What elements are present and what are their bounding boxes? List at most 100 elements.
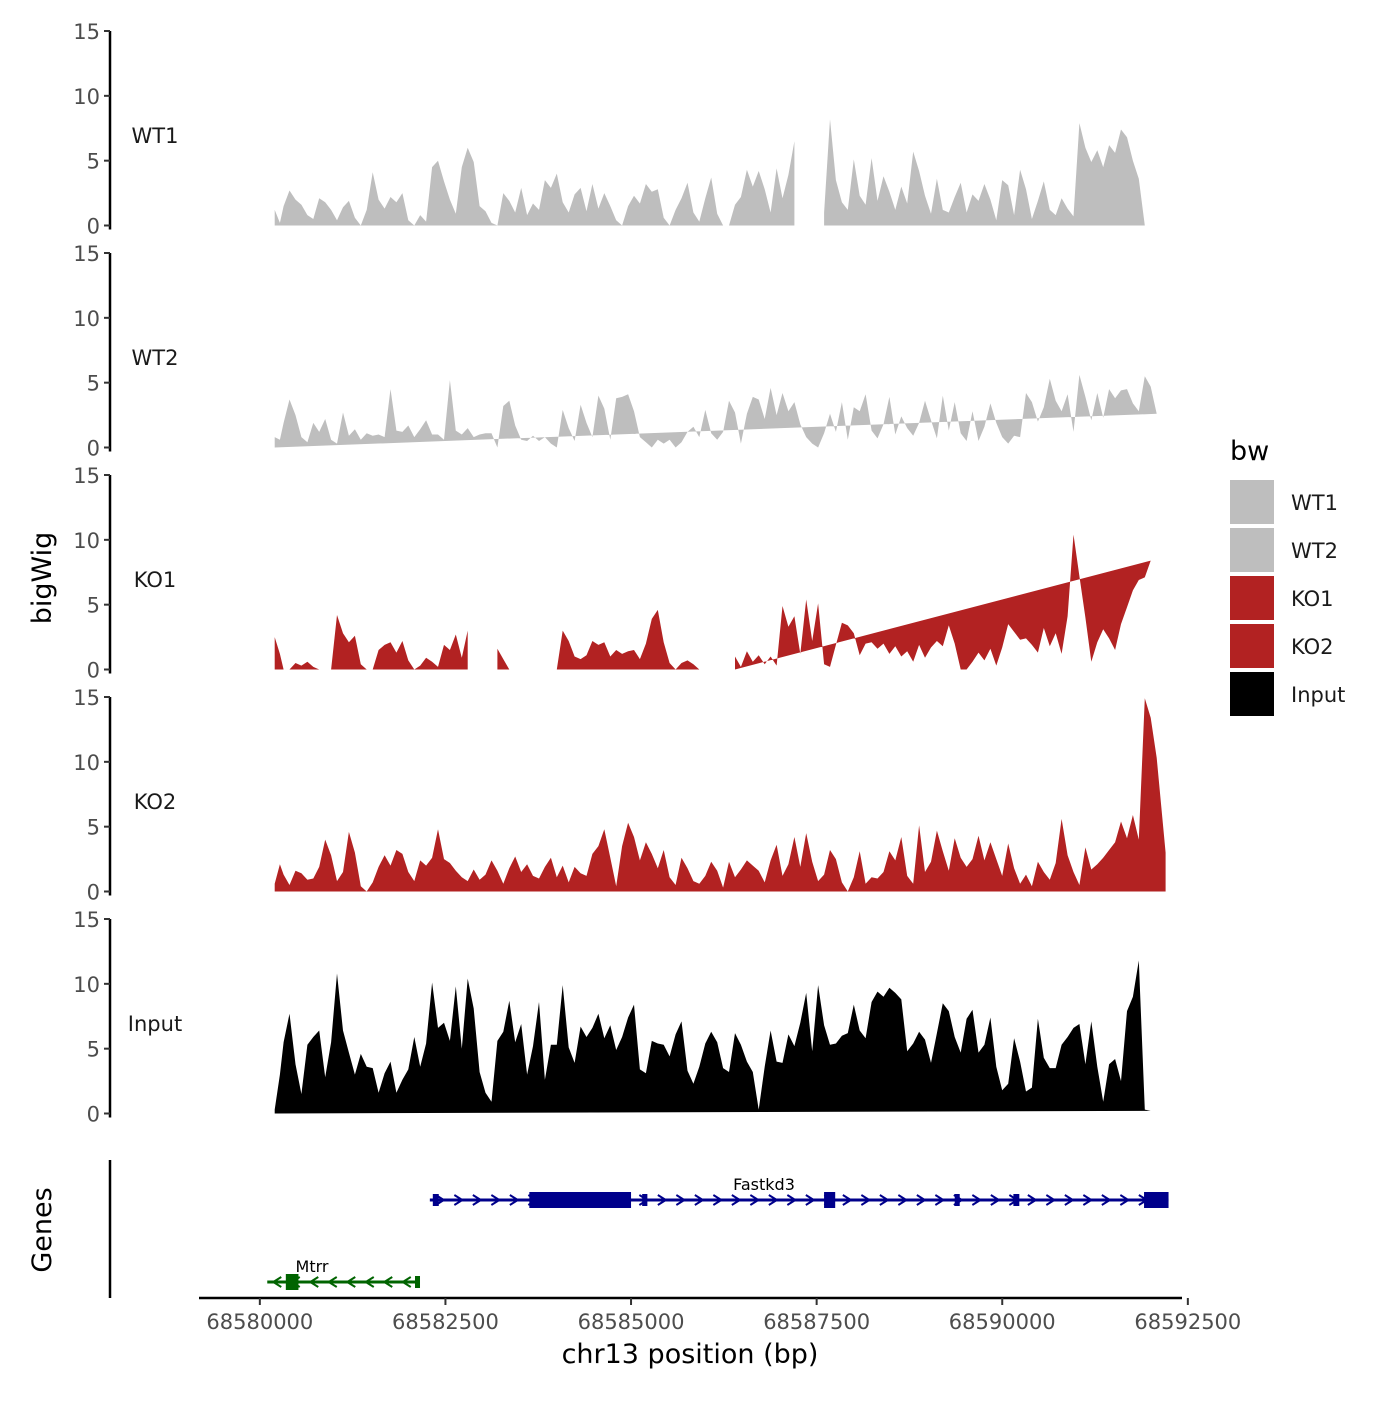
y-tick-label: 10 [73, 973, 100, 997]
strand-arrow [1064, 1194, 1075, 1206]
y-tick-label: 5 [87, 1038, 100, 1062]
y-tick-label: 5 [87, 594, 100, 618]
strand-arrow [1119, 1194, 1131, 1206]
track-label: Input [128, 1012, 182, 1036]
strand-arrow [731, 1194, 742, 1206]
y-tick-label: 0 [87, 1103, 100, 1127]
gene-exon [1013, 1194, 1020, 1206]
strand-arrow [345, 1276, 356, 1288]
strand-arrow [786, 1194, 798, 1206]
strand-arrow [400, 1276, 412, 1288]
strand-arrow [897, 1194, 909, 1206]
strand-arrow [971, 1194, 983, 1206]
y-tick-label: 0 [87, 215, 100, 239]
strand-arrow [1101, 1194, 1112, 1206]
track-ko2: 0 5 10 15 KO2 [73, 686, 1166, 905]
y-axis-label: bigWig [27, 532, 58, 625]
y-tick-label: 5 [87, 372, 100, 396]
strand-arrow [382, 1276, 393, 1288]
track-area-input [274, 960, 1151, 1114]
y-tick-label: 15 [73, 908, 100, 932]
strand-arrow [768, 1194, 779, 1206]
gene-fastkd3: Fastkd3 [429, 1175, 1169, 1208]
strand-arrow [1045, 1194, 1057, 1206]
gene-exon [954, 1194, 960, 1206]
strand-arrow [363, 1276, 375, 1288]
gene-mtrr: Mtrr [267, 1257, 421, 1290]
gene-exon [415, 1276, 421, 1288]
track-ko1: 0 5 10 15 KO1 [73, 464, 1151, 683]
strand-arrow [1027, 1194, 1038, 1206]
legend-swatch-wt1 [1230, 480, 1274, 524]
track-label: WT1 [132, 124, 179, 148]
strand-arrow [326, 1276, 338, 1288]
strand-arrow [271, 1276, 282, 1288]
y-tick-label: 15 [73, 20, 100, 44]
track-wt2: 0 5 10 15 WT2 [73, 242, 1157, 461]
strand-arrow [1082, 1194, 1094, 1206]
gene-exon [285, 1274, 299, 1290]
y-tick-label: 5 [87, 150, 100, 174]
legend-swatch-ko1 [1230, 576, 1274, 620]
strand-arrow [842, 1194, 853, 1206]
strand-arrow [694, 1194, 705, 1206]
legend: bw WT1 WT2 KO1 KO2 Input [1230, 436, 1345, 716]
strand-arrow [934, 1194, 946, 1206]
gene-exon [642, 1194, 648, 1206]
legend-swatch-ko2 [1230, 624, 1274, 668]
y-tick-label: 10 [73, 85, 100, 109]
genes-axis-label: Genes [27, 1187, 58, 1272]
y-tick-label: 15 [73, 464, 100, 488]
x-axis-label: chr13 position (bp) [562, 1339, 819, 1370]
gene-exon [1144, 1192, 1169, 1208]
track-area-ko2 [274, 698, 1166, 892]
track-area-wt1 [274, 119, 1145, 226]
strand-arrow [657, 1194, 668, 1206]
y-tick-label: 0 [87, 659, 100, 683]
track-label: KO2 [134, 790, 177, 814]
gene-exon [529, 1192, 632, 1208]
strand-arrow [749, 1194, 761, 1206]
track-label: KO1 [134, 568, 177, 592]
legend-swatch-input [1230, 672, 1274, 716]
strand-arrow [675, 1194, 687, 1206]
legend-label: KO1 [1291, 587, 1334, 611]
gene-exon [824, 1192, 836, 1208]
track-area-wt2 [274, 374, 1157, 448]
x-axis: 68580000 68582500 68585000 68587500 68590000… [199, 1296, 1241, 1334]
gene-label: Fastkd3 [733, 1175, 795, 1194]
strand-arrow [712, 1194, 724, 1206]
strand-arrow [308, 1276, 319, 1288]
strand-arrow [490, 1194, 502, 1206]
legend-label: KO2 [1291, 635, 1334, 659]
legend-label: Input [1291, 683, 1345, 707]
y-tick-label: 10 [73, 307, 100, 331]
strand-arrow [805, 1194, 816, 1206]
strand-arrow [990, 1194, 1001, 1206]
x-tick-label: 68585000 [578, 1310, 685, 1334]
legend-swatch-wt2 [1230, 528, 1274, 572]
genes-layer: Fastkd3 Mtrr [108, 1160, 1169, 1298]
legend-label: WT1 [1291, 491, 1338, 515]
legend-label: WT2 [1291, 539, 1338, 563]
x-tick-label: 68590000 [949, 1310, 1056, 1334]
x-tick-label: 68580000 [206, 1310, 313, 1334]
gene-exon [432, 1194, 439, 1206]
track-area-ko1 [274, 534, 1151, 670]
strand-arrow [453, 1194, 465, 1206]
legend-title: bw [1230, 436, 1269, 467]
x-tick-label: 68582500 [392, 1310, 499, 1334]
track-wt1: 0 5 10 15 WT1 [73, 20, 1145, 239]
strand-arrow [916, 1194, 927, 1206]
y-tick-label: 10 [73, 529, 100, 553]
strand-arrow [509, 1194, 520, 1206]
tracks-layer: 0 5 10 15 WT1 0 5 10 15 WT2 0 5 10 15 KO1 0 5 10 15 KO2 0 5 10… [73, 20, 1166, 1127]
y-tick-label: 0 [87, 881, 100, 905]
y-tick-label: 15 [73, 242, 100, 266]
gene-label: Mtrr [296, 1257, 329, 1276]
x-tick-label: 68587500 [763, 1310, 870, 1334]
x-tick-label: 68592500 [1134, 1310, 1241, 1334]
y-tick-label: 5 [87, 816, 100, 840]
track-label: WT2 [132, 346, 179, 370]
y-tick-label: 15 [73, 686, 100, 710]
